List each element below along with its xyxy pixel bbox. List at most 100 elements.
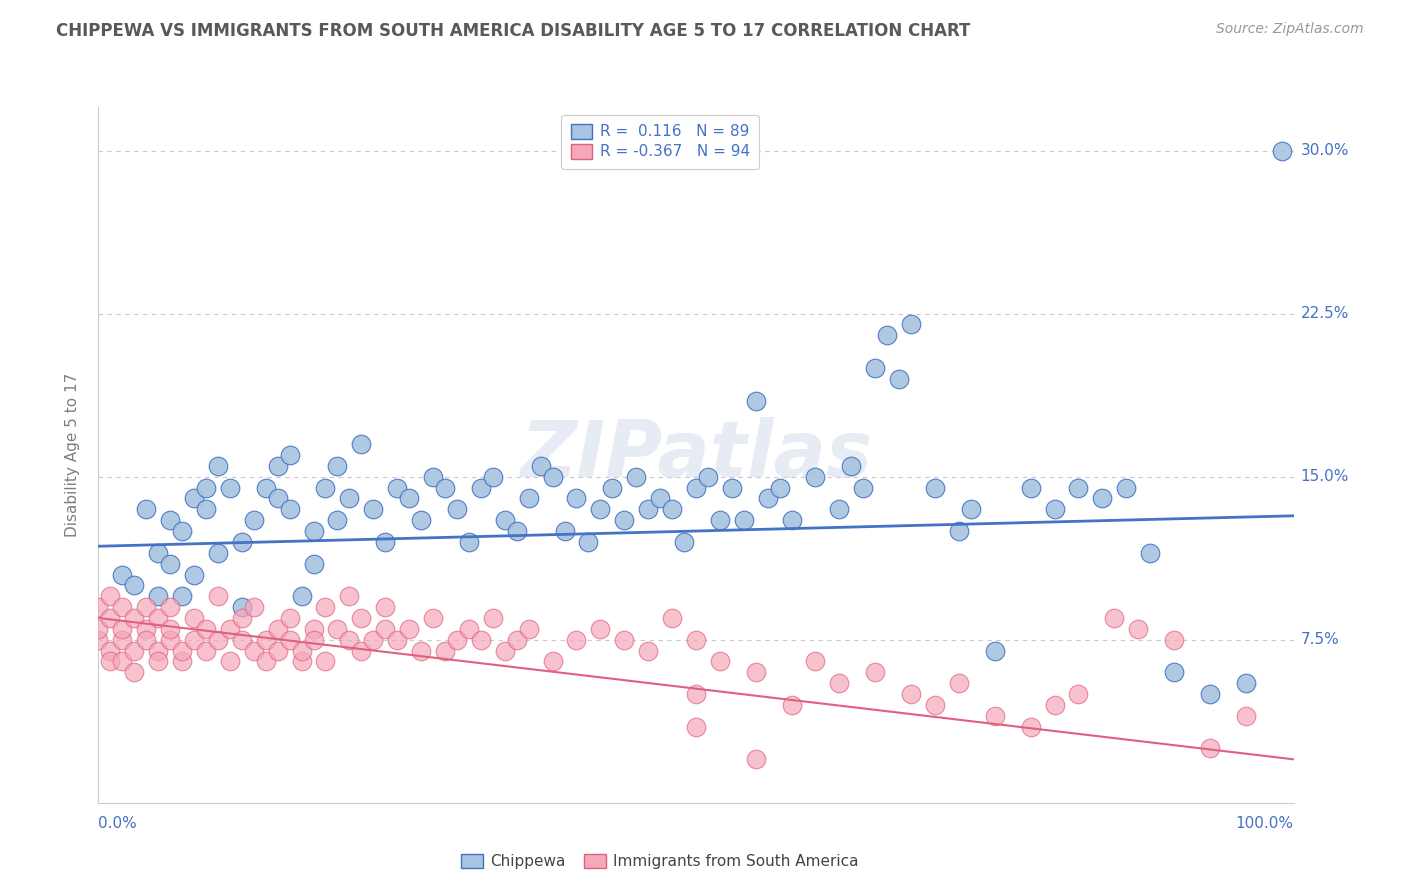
Point [446,502,468,516]
Point [1139,546,1161,560]
Point [1198,687,1220,701]
Point [745,393,768,408]
Point [219,481,242,495]
Point [529,458,551,473]
Point [254,655,277,669]
Point [457,535,479,549]
Point [87,600,110,615]
Point [1067,687,1090,701]
Point [433,643,456,657]
Point [948,676,970,690]
Point [219,655,242,669]
Point [242,600,264,615]
Point [290,589,312,603]
Point [194,481,217,495]
Point [470,632,492,647]
Point [470,481,492,495]
Point [709,513,731,527]
Point [661,502,683,516]
Point [267,622,290,636]
Point [159,622,181,636]
Point [745,752,768,766]
Point [924,698,946,712]
Point [411,513,433,527]
Point [183,611,205,625]
Point [111,655,134,669]
Text: 100.0%: 100.0% [1236,816,1294,831]
Point [207,458,229,473]
Point [398,491,420,506]
Point [124,578,146,592]
Point [385,632,409,647]
Point [506,632,529,647]
Point [194,622,217,636]
Point [685,687,707,701]
Point [278,611,301,625]
Point [709,655,731,669]
Point [159,513,181,527]
Point [900,318,922,332]
Point [517,491,540,506]
Point [111,622,134,636]
Point [481,611,505,625]
Point [637,502,659,516]
Point [517,622,540,636]
Point [148,589,170,603]
Point [267,491,290,506]
Point [863,665,886,680]
Point [1091,491,1114,506]
Point [685,632,707,647]
Point [159,557,181,571]
Point [1102,611,1125,625]
Point [624,469,647,483]
Point [576,535,599,549]
Point [278,632,301,647]
Point [1019,481,1042,495]
Point [315,481,337,495]
Point [183,632,205,647]
Point [172,655,194,669]
Text: 7.5%: 7.5% [1301,632,1340,648]
Point [254,632,277,647]
Point [804,469,827,483]
Point [159,632,181,647]
Point [326,458,349,473]
Point [648,491,672,506]
Point [1234,708,1257,723]
Point [267,643,290,657]
Text: ZIPatlas: ZIPatlas [520,417,872,493]
Point [87,632,110,647]
Point [685,720,707,734]
Point [183,491,205,506]
Point [98,589,122,603]
Point [350,611,373,625]
Point [111,567,134,582]
Point [780,698,803,712]
Point [337,491,360,506]
Point [494,643,516,657]
Point [231,535,253,549]
Point [494,513,516,527]
Point [315,600,337,615]
Point [589,622,612,636]
Point [959,502,981,516]
Point [87,622,110,636]
Point [242,513,264,527]
Point [207,589,229,603]
Point [600,481,623,495]
Text: 0.0%: 0.0% [98,816,138,831]
Point [385,481,409,495]
Point [350,437,373,451]
Point [326,622,349,636]
Point [363,502,385,516]
Point [637,643,659,657]
Point [267,458,290,473]
Point [1115,481,1137,495]
Point [1234,676,1257,690]
Point [148,546,170,560]
Point [828,502,851,516]
Point [302,524,325,538]
Point [422,611,444,625]
Point [411,643,433,657]
Text: CHIPPEWA VS IMMIGRANTS FROM SOUTH AMERICA DISABILITY AGE 5 TO 17 CORRELATION CHA: CHIPPEWA VS IMMIGRANTS FROM SOUTH AMERIC… [56,22,970,40]
